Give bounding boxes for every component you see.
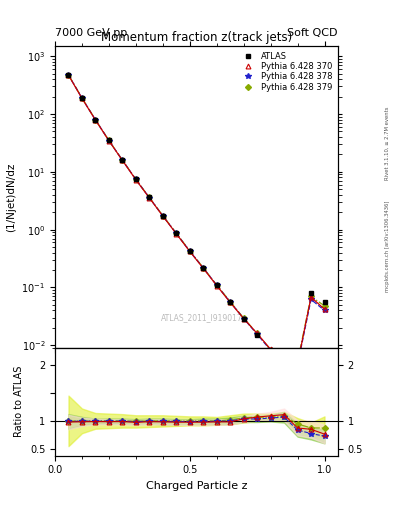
Pythia 6.428 379 <box>160 212 165 219</box>
Pythia 6.428 370 <box>322 306 327 312</box>
Pythia 6.428 370 <box>147 195 152 201</box>
ATLAS <box>228 299 233 305</box>
Pythia 6.428 370 <box>268 346 273 352</box>
ATLAS <box>120 157 125 163</box>
Pythia 6.428 370 <box>214 283 219 289</box>
ATLAS <box>268 348 273 354</box>
Pythia 6.428 370 <box>295 360 300 367</box>
Legend: ATLAS, Pythia 6.428 370, Pythia 6.428 378, Pythia 6.428 379: ATLAS, Pythia 6.428 370, Pythia 6.428 37… <box>237 50 334 93</box>
Pythia 6.428 378 <box>120 157 125 163</box>
Pythia 6.428 370 <box>66 72 71 78</box>
Pythia 6.428 370 <box>201 265 206 271</box>
Pythia 6.428 379 <box>187 248 192 254</box>
Pythia 6.428 378 <box>66 72 71 78</box>
Pythia 6.428 378 <box>80 95 84 101</box>
Pythia 6.428 379 <box>201 265 206 271</box>
ATLAS <box>322 300 327 306</box>
Pythia 6.428 379 <box>66 72 71 78</box>
Pythia 6.428 370 <box>282 359 286 366</box>
Pythia 6.428 379 <box>268 347 273 353</box>
ATLAS <box>309 290 313 296</box>
Pythia 6.428 378 <box>160 213 165 219</box>
Pythia 6.428 378 <box>241 315 246 322</box>
Pythia 6.428 378 <box>201 265 206 271</box>
ATLAS <box>80 95 84 101</box>
Line: Pythia 6.428 370: Pythia 6.428 370 <box>66 73 327 366</box>
Pythia 6.428 370 <box>93 117 98 123</box>
Text: Rivet 3.1.10, ≥ 2.7M events: Rivet 3.1.10, ≥ 2.7M events <box>385 106 389 180</box>
Text: ATLAS_2011_I919017: ATLAS_2011_I919017 <box>161 313 243 322</box>
ATLAS <box>160 212 165 219</box>
ATLAS <box>187 248 192 254</box>
Pythia 6.428 370 <box>174 231 179 237</box>
Pythia 6.428 370 <box>134 177 138 183</box>
Text: 7000 GeV pp: 7000 GeV pp <box>55 28 127 38</box>
ATLAS <box>147 195 152 201</box>
Pythia 6.428 370 <box>120 157 125 163</box>
Pythia 6.428 370 <box>228 300 233 306</box>
Pythia 6.428 378 <box>282 360 286 367</box>
Pythia 6.428 379 <box>241 315 246 321</box>
Pythia 6.428 379 <box>120 157 125 163</box>
Pythia 6.428 379 <box>214 282 219 288</box>
ATLAS <box>66 72 71 78</box>
ATLAS <box>107 137 111 143</box>
Line: Pythia 6.428 378: Pythia 6.428 378 <box>66 72 327 368</box>
ATLAS <box>241 316 246 323</box>
Pythia 6.428 370 <box>80 95 84 101</box>
Pythia 6.428 378 <box>255 331 259 337</box>
Pythia 6.428 378 <box>134 176 138 182</box>
Pythia 6.428 370 <box>255 330 259 336</box>
Pythia 6.428 370 <box>309 294 313 300</box>
ATLAS <box>174 230 179 236</box>
ATLAS <box>282 362 286 368</box>
ATLAS <box>134 176 138 182</box>
Pythia 6.428 378 <box>228 299 233 305</box>
ATLAS <box>214 282 219 288</box>
Text: Soft QCD: Soft QCD <box>288 28 338 38</box>
Pythia 6.428 378 <box>309 296 313 303</box>
Y-axis label: (1/Njet)dN/dz: (1/Njet)dN/dz <box>6 162 16 231</box>
Title: Momentum fraction z(track jets): Momentum fraction z(track jets) <box>101 31 292 44</box>
Y-axis label: Ratio to ATLAS: Ratio to ATLAS <box>15 366 24 437</box>
Pythia 6.428 379 <box>147 195 152 201</box>
Pythia 6.428 378 <box>295 361 300 368</box>
Pythia 6.428 370 <box>187 248 192 254</box>
Pythia 6.428 370 <box>160 213 165 219</box>
Pythia 6.428 378 <box>214 282 219 288</box>
Pythia 6.428 378 <box>174 230 179 237</box>
Pythia 6.428 379 <box>309 293 313 300</box>
Pythia 6.428 379 <box>295 358 300 365</box>
X-axis label: Charged Particle z: Charged Particle z <box>146 481 247 491</box>
Pythia 6.428 370 <box>107 138 111 144</box>
ATLAS <box>201 265 206 271</box>
Line: Pythia 6.428 379: Pythia 6.428 379 <box>66 73 327 365</box>
ATLAS <box>255 332 259 338</box>
ATLAS <box>93 117 98 123</box>
Text: mcplots.cern.ch [arXiv:1306.3436]: mcplots.cern.ch [arXiv:1306.3436] <box>385 200 389 291</box>
Pythia 6.428 378 <box>187 248 192 254</box>
Pythia 6.428 379 <box>228 298 233 305</box>
Pythia 6.428 378 <box>322 307 327 313</box>
Pythia 6.428 379 <box>80 95 84 101</box>
Pythia 6.428 378 <box>147 195 152 201</box>
Pythia 6.428 379 <box>282 360 286 366</box>
Pythia 6.428 379 <box>255 330 259 336</box>
Pythia 6.428 378 <box>268 347 273 353</box>
Pythia 6.428 378 <box>107 138 111 144</box>
Pythia 6.428 379 <box>322 303 327 309</box>
Pythia 6.428 379 <box>134 176 138 182</box>
Pythia 6.428 378 <box>93 117 98 123</box>
Pythia 6.428 370 <box>241 315 246 322</box>
ATLAS <box>295 357 300 364</box>
Pythia 6.428 379 <box>93 117 98 123</box>
Line: ATLAS: ATLAS <box>66 72 327 368</box>
Pythia 6.428 379 <box>107 137 111 143</box>
Pythia 6.428 379 <box>174 230 179 236</box>
